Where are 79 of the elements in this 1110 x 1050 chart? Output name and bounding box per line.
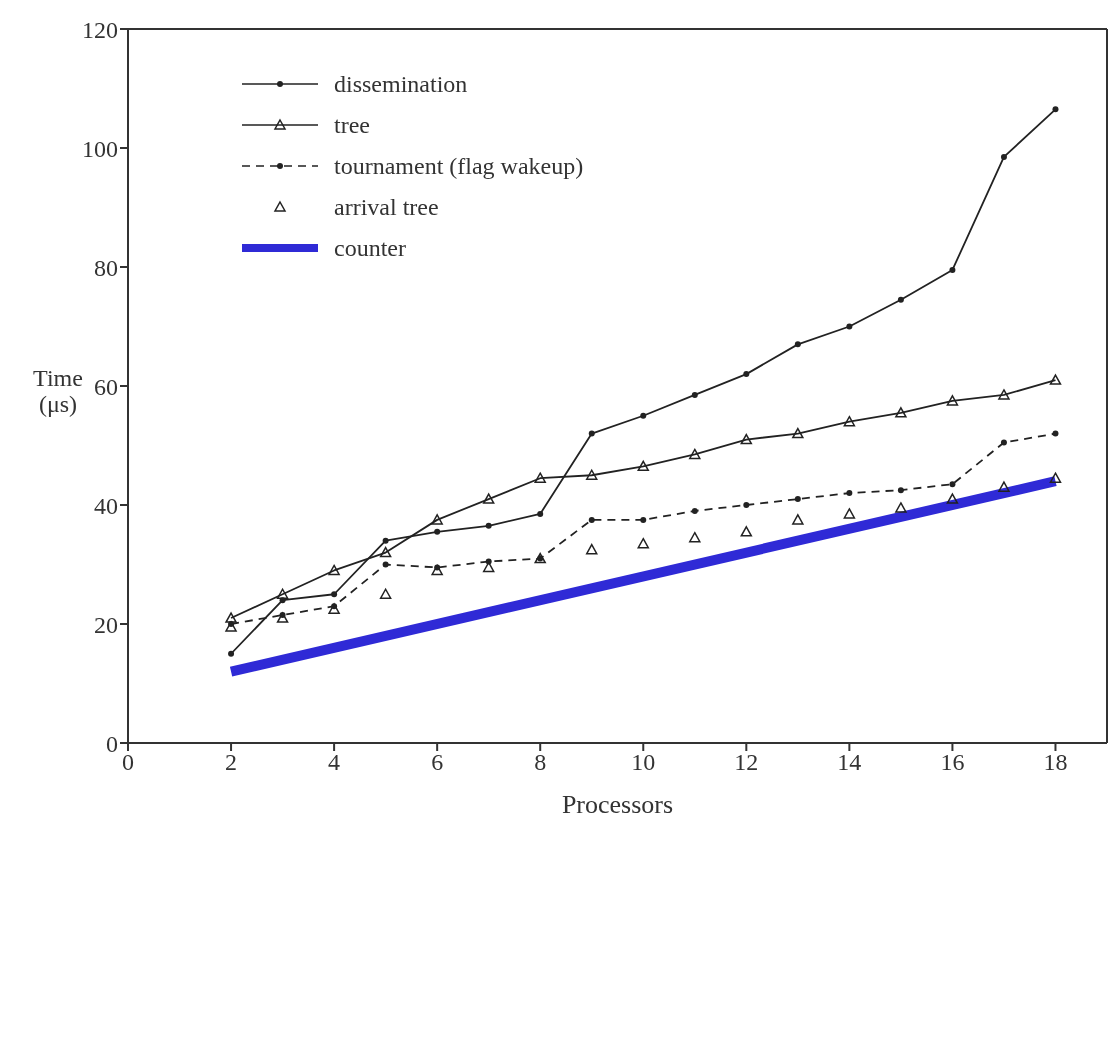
point (1052, 430, 1059, 437)
point (1049, 472, 1062, 483)
x-tick-label: 8 (534, 749, 547, 776)
x-tick-label: 2 (225, 749, 238, 776)
point (485, 558, 492, 565)
point (897, 487, 904, 494)
point (843, 415, 856, 427)
point (225, 612, 237, 623)
legend-label: arrival tree (334, 193, 439, 220)
point (740, 433, 753, 445)
y-tick-label: 40 (94, 492, 118, 519)
x-axis-title: Processors (561, 790, 674, 819)
point (949, 266, 956, 273)
point (485, 522, 492, 529)
point (691, 507, 698, 514)
point (998, 389, 1010, 400)
legend-label: counter (334, 234, 406, 261)
point (331, 591, 338, 598)
y-tick-label: 20 (94, 611, 118, 638)
legend-label: tree (334, 111, 370, 138)
point (689, 448, 701, 460)
x-tick-label: 18 (1043, 749, 1068, 776)
point (843, 508, 856, 519)
point (637, 537, 650, 549)
legend-label: dissemination (334, 70, 468, 97)
point (534, 472, 546, 483)
point (379, 588, 392, 599)
y-axis-title: Time (μs) (33, 365, 83, 417)
point (740, 526, 753, 537)
point (792, 514, 804, 525)
point (743, 502, 750, 508)
x-tick-label: 16 (940, 749, 965, 776)
point (585, 543, 598, 555)
point (743, 371, 750, 378)
point (640, 412, 647, 419)
point (588, 430, 595, 437)
x-tick-label: 12 (734, 749, 759, 776)
point (276, 588, 289, 599)
x-tick-label: 4 (328, 749, 341, 776)
y-tick-label: 100 (82, 135, 118, 162)
point (1000, 439, 1007, 446)
point (328, 564, 340, 576)
point (637, 460, 650, 472)
point (792, 427, 804, 439)
point (482, 493, 495, 504)
point (895, 502, 907, 513)
point (228, 650, 235, 657)
point (1000, 153, 1007, 160)
y-tick-label: 120 (82, 16, 118, 43)
point (846, 323, 853, 330)
point (382, 561, 389, 568)
point (379, 546, 392, 558)
point (998, 481, 1010, 492)
x-tick-label: 10 (631, 749, 656, 776)
point (946, 395, 959, 406)
point (689, 531, 701, 543)
x-tick-label: 6 (431, 749, 444, 776)
point (794, 496, 801, 503)
point (585, 469, 598, 480)
y-tick-label: 60 (94, 373, 118, 400)
point (1049, 374, 1062, 385)
point (1052, 106, 1059, 113)
point (431, 514, 443, 525)
point (946, 493, 959, 504)
point (640, 516, 647, 523)
legend-label: tournament (flag wakeup) (334, 152, 584, 179)
point (897, 296, 904, 303)
point (895, 407, 907, 418)
point (846, 490, 853, 497)
point (949, 481, 956, 488)
x-tick-label: 14 (837, 749, 862, 776)
y-tick-label: 0 (106, 730, 118, 757)
y-tick-label: 80 (94, 254, 118, 281)
point (537, 510, 544, 517)
point (434, 528, 441, 535)
point (382, 537, 389, 544)
point (588, 516, 595, 523)
point (691, 391, 698, 398)
point (794, 341, 801, 348)
